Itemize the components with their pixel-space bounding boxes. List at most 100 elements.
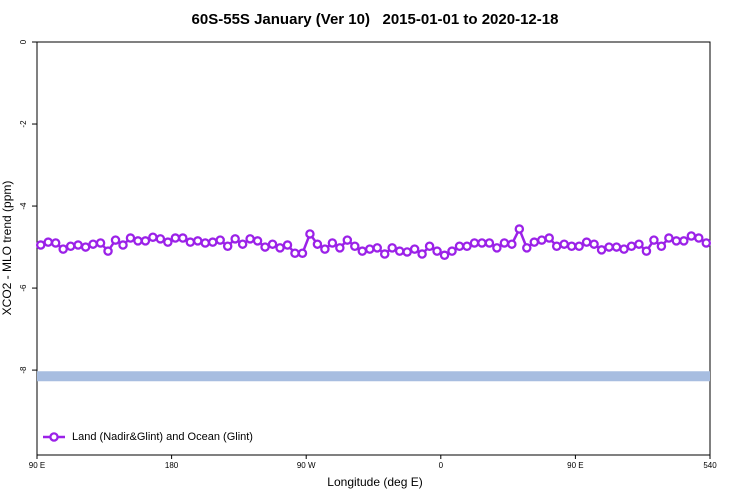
legend-marker <box>49 432 59 442</box>
data-point <box>357 246 368 256</box>
data-point <box>559 239 569 249</box>
data-point <box>155 234 166 244</box>
data-point <box>133 236 143 246</box>
data-point <box>604 242 614 252</box>
data-point <box>537 235 547 245</box>
data-point <box>290 248 300 258</box>
data-point <box>619 244 629 254</box>
data-point <box>484 238 495 248</box>
data-point <box>507 239 517 249</box>
y-tick-label: -6 <box>19 284 28 292</box>
x-tick-label: 90 W <box>297 461 316 470</box>
data-point <box>365 244 375 254</box>
chart-title: 60S-55S January (Ver 10) 2015-01-01 to 2… <box>192 11 559 28</box>
data-point <box>701 238 712 248</box>
data-point <box>230 234 240 244</box>
data-point <box>409 244 420 254</box>
x-tick-label: 180 <box>165 461 179 470</box>
data-point <box>140 236 151 246</box>
data-point <box>320 244 330 254</box>
data-point <box>88 239 98 249</box>
data-point <box>529 237 540 247</box>
data-point <box>372 243 382 253</box>
data-point <box>50 238 61 248</box>
data-point <box>65 241 76 251</box>
data-point <box>350 241 360 251</box>
data-point <box>439 250 450 261</box>
data-point <box>462 241 472 251</box>
data-point <box>200 238 210 248</box>
data-point <box>118 240 128 250</box>
x-tick-label: 90 E <box>567 461 583 470</box>
plot-frame <box>36 41 711 456</box>
data-point <box>417 249 427 259</box>
data-point <box>514 224 525 234</box>
data-point <box>499 238 510 248</box>
data-point <box>574 241 584 251</box>
data-point <box>275 243 285 253</box>
data-point <box>424 241 435 251</box>
data-point <box>110 235 121 245</box>
x-tick-label: 540 <box>703 461 717 470</box>
data-point <box>327 238 338 248</box>
data-point <box>432 246 442 256</box>
data-point <box>469 238 480 248</box>
data-point <box>95 238 106 248</box>
data-point <box>686 231 697 241</box>
data-point <box>163 237 173 247</box>
data-point <box>43 237 53 247</box>
data-point <box>35 240 46 250</box>
data-point <box>454 241 465 251</box>
data-point <box>589 239 599 249</box>
data-point <box>641 246 652 256</box>
data-point <box>477 238 487 248</box>
data-point <box>402 247 412 257</box>
data-point <box>103 246 113 256</box>
data-point <box>80 242 91 252</box>
data-point <box>649 235 659 245</box>
data-point <box>58 244 68 254</box>
data-point <box>260 242 270 252</box>
x-tick-label: 90 E <box>29 461 45 470</box>
data-point <box>207 237 218 247</box>
data-point <box>335 243 345 253</box>
data-point <box>73 240 83 250</box>
y-tick-label: 0 <box>19 39 28 44</box>
data-point <box>634 239 644 249</box>
data-point <box>694 233 704 243</box>
data-point <box>178 233 188 243</box>
x-axis-title: Longitude (deg E) <box>327 475 422 489</box>
data-point <box>297 248 308 258</box>
data-point <box>379 249 390 259</box>
data-point <box>252 236 263 246</box>
data-point <box>656 241 667 251</box>
data-point <box>237 239 248 249</box>
data-point <box>679 236 689 246</box>
data-point <box>215 235 225 245</box>
data-point <box>522 243 532 253</box>
data-point <box>551 241 562 251</box>
data-point <box>394 246 405 256</box>
legend-label: Land (Nadir&Glint) and Ocean (Glint) <box>72 431 253 443</box>
data-point <box>447 246 457 256</box>
data-point <box>282 240 293 250</box>
data-point <box>387 243 397 253</box>
data-point <box>626 241 637 251</box>
data-point <box>222 241 233 251</box>
data-point <box>312 239 323 249</box>
y-axis-title: XCO2 - MLO trend (ppm) <box>0 181 14 316</box>
data-point <box>566 241 577 251</box>
data-point <box>148 232 158 242</box>
x-tick-label: 0 <box>439 461 444 470</box>
y-tick-label: -4 <box>19 202 28 210</box>
data-point <box>193 236 203 246</box>
data-point <box>581 237 592 247</box>
y-tick-label: -8 <box>19 366 28 374</box>
data-point <box>492 243 502 253</box>
data-point <box>596 245 607 255</box>
data-point <box>125 233 136 243</box>
data-point <box>245 234 255 244</box>
data-point <box>185 237 196 247</box>
